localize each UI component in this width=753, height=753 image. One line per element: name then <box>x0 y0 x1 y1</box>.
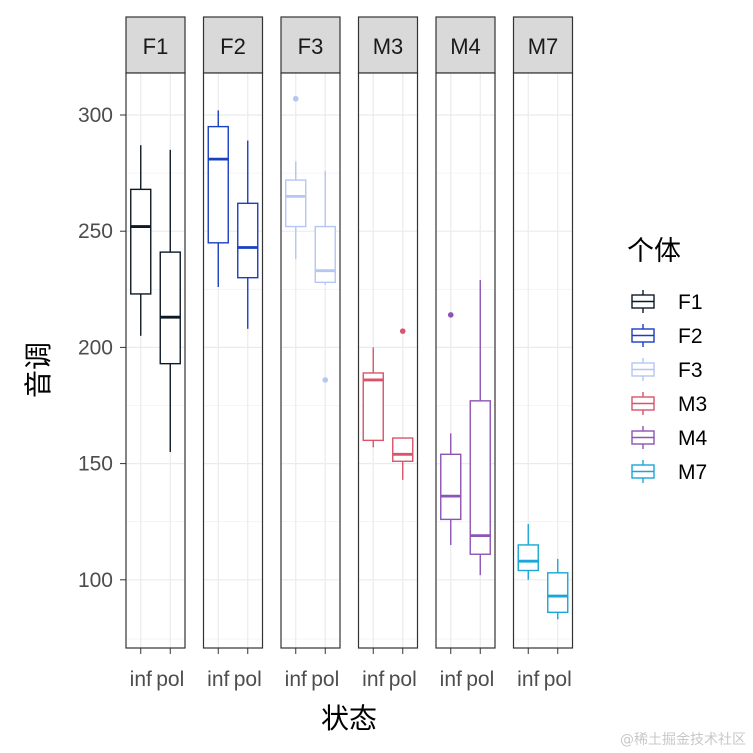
box-iqr <box>392 437 414 462</box>
panel-border <box>512 72 574 649</box>
facet-strip-label: M7 <box>528 34 559 59</box>
facet-strip-label: M4 <box>450 34 481 59</box>
y-tick-label: 200 <box>78 336 113 359</box>
facet-strip-label: F2 <box>220 34 246 59</box>
facet-panel-m4: M4 inf pol <box>435 16 496 691</box>
legend-item-m3: M3 <box>631 392 707 416</box>
box-f2-inf <box>207 110 229 287</box>
box-f1-inf <box>130 145 152 336</box>
box-m3-inf <box>362 347 384 448</box>
box-iqr <box>517 544 539 572</box>
legend: 个体 F1 F2 F3 M3 M4 M7 <box>627 236 707 484</box>
y-tick-label: 300 <box>78 104 113 127</box>
box-m3-pol <box>392 328 414 480</box>
legend-label: M3 <box>678 393 707 416</box>
box-f3-pol <box>314 170 336 383</box>
x-tick-label: pol <box>156 668 184 691</box>
x-axis-title: 状态 <box>321 702 377 735</box>
panel-background <box>281 73 340 648</box>
panel-border <box>357 72 419 649</box>
outlier-point <box>399 328 406 334</box>
box-m4-pol <box>469 280 491 576</box>
legend-label: F2 <box>678 325 703 348</box>
x-tick-label: pol <box>466 668 494 691</box>
box-f1-pol <box>159 149 181 452</box>
facet-panel-f2: F2 inf pol <box>202 16 264 691</box>
facet-strip <box>125 16 186 74</box>
y-axis-title: 音调 <box>22 342 55 398</box>
outlier-point <box>447 312 454 318</box>
x-tick-label: inf <box>362 668 384 691</box>
facet-panel-m3: M3 inf pol <box>357 16 419 691</box>
panel-border <box>280 72 341 649</box>
panel-background <box>358 73 418 648</box>
x-tick-label: inf <box>517 668 539 691</box>
legend-label: F1 <box>678 291 703 314</box>
box-iqr <box>207 125 229 244</box>
facet-panel-f1: F1 inf pol <box>125 16 186 691</box>
box-iqr <box>314 225 336 284</box>
legend-label: M7 <box>678 461 707 484</box>
box-m7-inf <box>517 524 539 580</box>
facet-panel-m7: M7 inf pol <box>512 16 574 691</box>
watermark: @稀土掘金技术社区 <box>620 732 746 748</box>
panel-border <box>202 72 264 649</box>
outlier-point <box>322 377 329 383</box>
box-iqr <box>130 188 152 295</box>
panel-background <box>436 73 495 648</box>
legend-label: M4 <box>678 427 707 450</box>
box-iqr <box>285 179 307 228</box>
outlier-point <box>292 95 299 102</box>
legend-item-m7: M7 <box>631 460 707 484</box>
x-tick-label: inf <box>207 668 229 691</box>
legend-item-f1: F1 <box>631 290 703 314</box>
legend-item-f2: F2 <box>631 324 703 348</box>
panel-border <box>435 72 496 649</box>
x-tick-label: pol <box>544 668 572 691</box>
legend-title: 个体 <box>627 236 681 267</box>
box-m4-inf <box>440 312 462 545</box>
x-tick-label: inf <box>440 668 462 691</box>
x-tick-label: pol <box>389 668 417 691</box>
facet-strip-label: F3 <box>298 34 324 59</box>
facet-panel-f3: F3 inf pol <box>280 16 341 691</box>
x-tick-label: inf <box>285 668 307 691</box>
legend-item-m4: M4 <box>631 426 707 450</box>
panel-border <box>125 72 186 649</box>
legend-item-f3: F3 <box>631 358 703 382</box>
y-axis: 100 150 200 250 300 <box>78 104 126 592</box>
box-iqr <box>237 202 259 279</box>
box-f3-inf <box>285 95 307 260</box>
y-tick-label: 100 <box>78 569 113 592</box>
box-iqr <box>469 400 491 555</box>
facet-strip <box>280 16 341 74</box>
box-iqr <box>159 251 181 365</box>
box-f2-pol <box>237 140 259 329</box>
x-tick-label: inf <box>130 668 152 691</box>
box-iqr <box>547 572 569 614</box>
y-tick-label: 250 <box>78 220 113 243</box>
legend-label: F3 <box>678 359 703 382</box>
x-tick-label: pol <box>234 668 262 691</box>
facet-strip-label: F1 <box>143 34 169 59</box>
x-tick-label: pol <box>311 668 339 691</box>
y-tick-label: 150 <box>78 453 113 476</box>
facet-strip-label: M3 <box>373 34 404 59</box>
box-m7-pol <box>547 558 569 620</box>
box-iqr <box>440 453 462 521</box>
box-iqr <box>362 372 384 442</box>
